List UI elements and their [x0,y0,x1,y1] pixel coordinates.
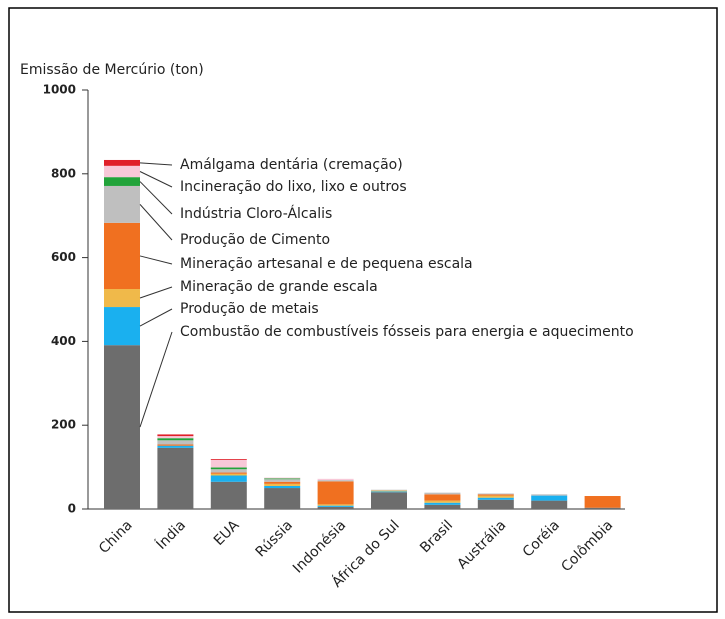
bar-segment [104,159,140,166]
bar-segment [157,444,194,446]
bar-segment [531,495,568,501]
bar-segment [317,480,354,482]
bar-segment [477,493,514,495]
y-tick-label: 200 [51,418,76,432]
bar-segment [104,165,140,178]
bar-segment [264,479,301,482]
bar-segment [104,289,140,308]
y-tick-label: 600 [51,250,76,264]
x-tick-label: EUA [211,517,243,549]
bar-segment [157,434,194,437]
bar-segment [264,483,301,486]
annotation: Produção de Cimento [180,232,330,248]
bar-segment [210,459,247,468]
bar-segment [104,185,140,223]
x-tick-label: Rússia [253,517,296,560]
bar-segment [477,495,514,498]
x-tick-label: Colômbia [558,517,616,575]
bar-segment [477,494,514,496]
bar-segment [264,485,301,489]
bar-segment [317,505,354,507]
annotation: Mineração de grande escala [180,279,378,295]
leader-line [139,162,173,166]
annotation: Incineração do lixo, lixo e outros [180,179,407,195]
bar-segment [264,477,301,479]
bar-segment [531,494,568,496]
bar-segment [104,307,140,346]
bar-segment [477,499,514,509]
y-tick-label: 0 [68,502,76,516]
bar-segment [424,500,461,503]
bar-segment [264,481,301,484]
bar-segment [210,469,247,473]
leader-line [139,286,173,299]
leader-line [139,308,173,327]
annotation: Combustão de combustíveis fósseis para e… [180,324,634,340]
bar-segment [210,481,247,509]
leader-line [139,181,173,215]
leader-line [139,331,173,428]
bar-segment [424,502,461,505]
bar-segment [210,473,247,476]
bar-segment [157,445,194,448]
bar-segment [317,481,354,505]
y-axis-label: Emissão de Mercúrio (ton) [20,62,204,78]
frame [8,7,718,613]
bar-segment [424,492,461,495]
bar-segment [157,436,194,439]
bar-segment [157,438,194,441]
y-tick-label: 400 [51,334,76,348]
bar-segment [264,488,301,509]
bar-segment [210,472,247,474]
annotation: Mineração artesanal e de pequena escala [180,256,473,272]
x-tick-label: Índia [153,517,189,553]
x-tick-label: China [96,517,136,557]
x-tick-label: Brasil [417,517,456,556]
bar-segment [317,478,354,481]
bar-segment [210,475,247,482]
annotation: Amálgama dentária (cremação) [180,157,403,173]
bar-segment [424,504,461,509]
bar-segment [157,447,194,509]
x-tick-label: Coréia [520,517,563,560]
y-tick-label: 800 [51,166,76,180]
bar-segment [584,507,621,509]
bar-segment [104,222,140,290]
y-tick-label: 1000 [43,83,76,97]
bar-segment [371,491,407,493]
bar-segment [531,500,568,509]
bar-segment [104,345,140,509]
bar-segment [210,467,247,470]
bar-segment [371,489,407,491]
annotation: Produção de metais [180,301,319,317]
leader-line [139,255,173,265]
leader-line [139,204,173,241]
x-tick-label: Austrália [454,517,509,572]
bar-segment [371,490,407,492]
bar-segment [477,497,514,500]
annotation: Indústria Cloro-Álcalis [180,205,332,222]
bar-segment [424,494,461,501]
bar-segment [584,496,621,508]
bar-segment [371,492,407,509]
bar-segment [317,504,354,506]
bar-segment [317,506,354,509]
bar-segment [264,478,301,480]
bar-segment [104,177,140,186]
leader-line [139,171,173,188]
bar-segment [157,440,194,445]
bar-segment [210,459,247,460]
